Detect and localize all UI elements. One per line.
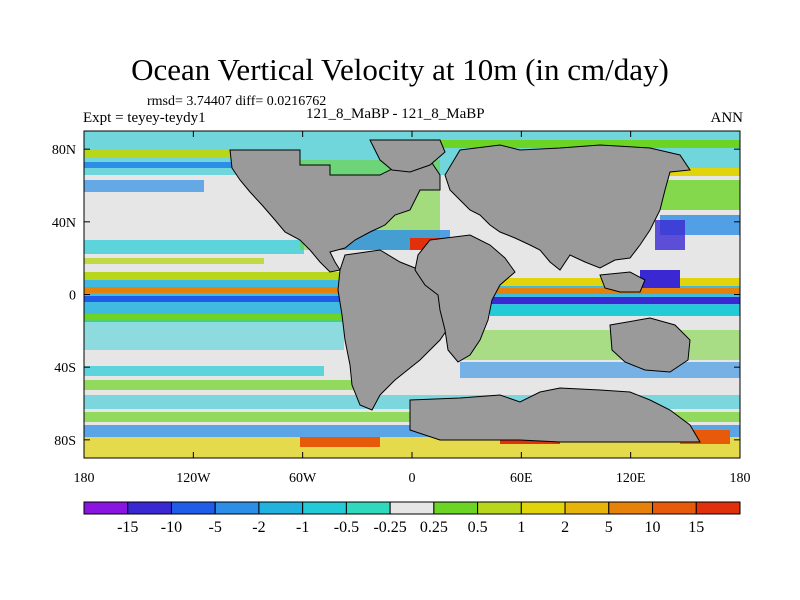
- colorbar-label: -0.25: [373, 519, 406, 536]
- colorbar-swatch: [345, 501, 391, 515]
- pacific-north-yellow: [84, 272, 344, 280]
- chart-title: Ocean Vertical Velocity at 10m (in cm/da…: [131, 52, 669, 87]
- colorbar-swatch: [695, 501, 741, 515]
- southern-green-1: [84, 380, 384, 390]
- indian-south-blue: [460, 362, 740, 378]
- colorbar-label: 0.5: [468, 519, 488, 536]
- colorbar-label: 10: [645, 519, 661, 536]
- lon-tick-label: 60E: [510, 471, 533, 486]
- land-antarctica: [409, 387, 701, 443]
- colorbar-label: -10: [161, 519, 182, 536]
- colorbar-swatch: [258, 501, 304, 515]
- lat-tick-label: 0: [69, 289, 76, 304]
- lat-tick-label: 80N: [52, 143, 76, 158]
- colorbar-swatch: [652, 501, 697, 515]
- south-pacific-cyan-2: [84, 366, 324, 376]
- colorbar-label: -15: [117, 519, 138, 536]
- pacific-south-green: [84, 314, 344, 322]
- arctic-green-1: [380, 140, 740, 148]
- lat-tick-label: 80S: [54, 434, 76, 449]
- antarctic-orange-1: [300, 437, 380, 447]
- colorbar-label: -1: [296, 519, 309, 536]
- land-australia: [609, 317, 691, 373]
- colorbar-swatch: [608, 501, 654, 515]
- colorbar-label: 5: [605, 519, 613, 536]
- colorbar-swatch: [302, 501, 347, 515]
- lon-tick-label: 60W: [289, 471, 317, 486]
- lon-tick-label: 120W: [176, 471, 211, 486]
- colorbar-label: -0.5: [334, 519, 359, 536]
- colorbar-swatch: [214, 501, 260, 515]
- longitude-axis: 180 120W 60W 0 60E 120E 180: [74, 131, 751, 486]
- north-pacific-blue: [84, 180, 204, 192]
- colorbar-swatch: [127, 501, 172, 515]
- colorbar-label: -5: [209, 519, 222, 536]
- colorbar-swatch: [170, 501, 216, 515]
- land-north-america: [229, 149, 441, 273]
- season-label: ANN: [710, 110, 744, 126]
- arctic-blue-1: [84, 162, 284, 168]
- colorbar-swatch: [520, 501, 566, 515]
- experiment-label: Expt = teyey-teydy1: [83, 110, 206, 126]
- colorbar-label: 1: [517, 519, 525, 536]
- lat-tick-label: 40S: [54, 361, 76, 376]
- lon-tick-label: 120E: [616, 471, 646, 486]
- land-maritime-continent: [599, 271, 646, 293]
- subtropic-cyan: [84, 240, 304, 254]
- kuroshio-purple: [655, 220, 685, 250]
- colorbar-label: -2: [252, 519, 265, 536]
- colorbar-label: 2: [561, 519, 569, 536]
- colorbar-swatch: [477, 501, 522, 515]
- colorbar-label: 15: [688, 519, 704, 536]
- land-eurasia: [444, 144, 691, 271]
- colorbar-swatch: [389, 501, 435, 515]
- colorbar-swatch: [564, 501, 610, 515]
- indian-south-cyan: [490, 306, 740, 316]
- north-pacific-east-green: [660, 180, 740, 210]
- colorbar-label: 0.25: [420, 519, 448, 536]
- colorbar: [83, 501, 741, 515]
- land-greenland: [369, 139, 446, 173]
- south-pacific-gray: [84, 350, 304, 364]
- west-pacific-purple: [640, 270, 680, 288]
- velocity-field: [84, 131, 740, 458]
- land-africa: [414, 234, 516, 363]
- case-label: 121_8_MaBP - 121_8_MaBP: [306, 106, 485, 122]
- lon-tick-label: 180: [730, 471, 751, 486]
- subtropic-yellow: [84, 258, 264, 264]
- indian-south-green: [460, 330, 740, 360]
- latitude-axis: 80N 40N 0 40S 80S: [52, 143, 740, 449]
- lon-tick-label: 0: [409, 471, 416, 486]
- indian-downwelling-band: [490, 297, 740, 304]
- colorbar-swatch: [83, 501, 129, 515]
- colorbar-swatch: [433, 501, 479, 515]
- rmsd-diff-stats: rmsd= 3.74407 diff= 0.0216762: [147, 94, 327, 109]
- land-masses: [229, 139, 701, 443]
- pacific-downwelling-band: [84, 296, 344, 302]
- lat-tick-label: 40N: [52, 216, 76, 231]
- lon-tick-label: 180: [74, 471, 95, 486]
- pacific-upwelling-band: [84, 287, 344, 293]
- south-pacific-cyan: [84, 320, 344, 350]
- arctic-yellow-1: [84, 150, 244, 158]
- colorbar-labels: -15 -10 -5 -2 -1 -0.5 -0.25 0.25 0.5 1 2 5 10 15: [117, 519, 704, 536]
